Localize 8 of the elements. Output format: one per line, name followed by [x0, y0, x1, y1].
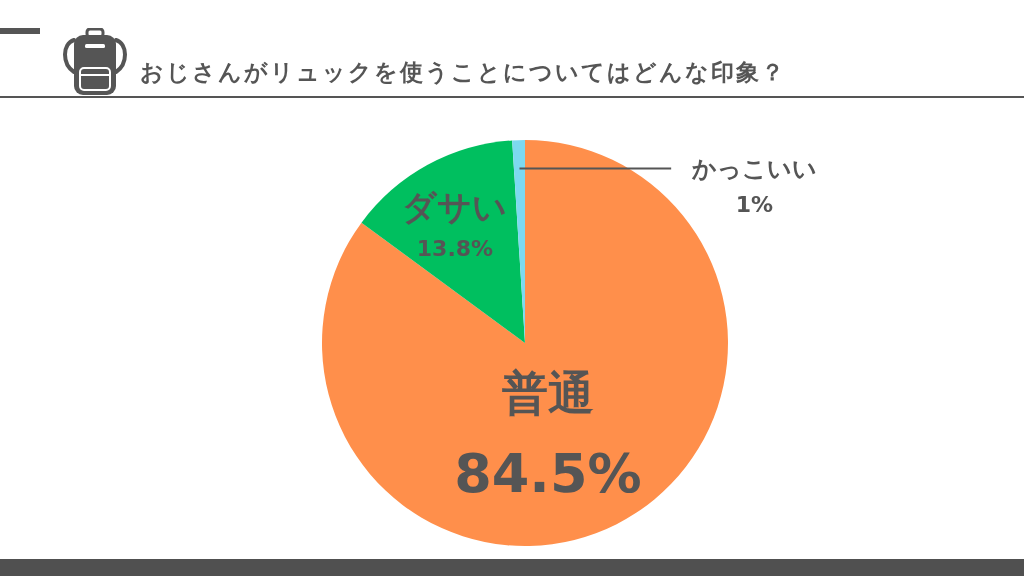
slice-label: ダサい	[402, 186, 508, 227]
pie-slice	[361, 140, 525, 343]
slice-label: かっこいい	[690, 154, 817, 183]
slice-label: 普通	[501, 366, 594, 421]
data-label: 13.8%	[416, 236, 494, 262]
data-label: 1%	[735, 192, 774, 218]
data-label: 84.5%	[454, 441, 642, 505]
chart-title: おじさんがリュックを使うことについてはどんな印象？	[140, 58, 786, 87]
